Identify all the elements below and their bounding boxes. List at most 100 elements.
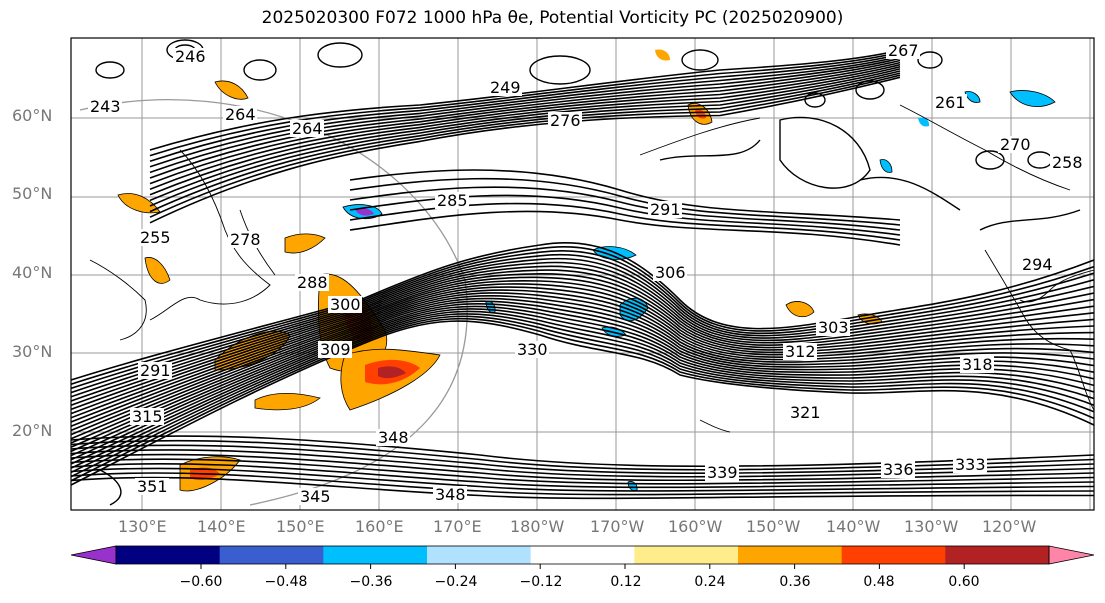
contour-label-bg — [515, 341, 549, 358]
colorbar-label: 0.36 — [779, 574, 811, 590]
contour-line — [149, 49, 901, 151]
contour-line — [71, 305, 1094, 461]
contour-label: 291 — [650, 200, 681, 219]
contour-label: 261 — [935, 93, 966, 112]
contour-label: 285 — [437, 191, 468, 210]
contour-line — [71, 449, 1094, 478]
contour-line — [149, 57, 901, 174]
contour-label-bg — [135, 478, 169, 495]
lon-label-170w: 170°W — [590, 517, 645, 536]
contour-line — [71, 257, 1094, 398]
contour-line — [349, 194, 901, 236]
colorbar-label: 0.12 — [610, 574, 642, 590]
contour-label-bg — [290, 120, 324, 137]
contour-label-bg — [223, 106, 257, 123]
contour-line — [71, 308, 1094, 465]
contour-line — [149, 68, 901, 202]
contour-line — [71, 444, 1094, 475]
contour-label: 348 — [435, 485, 466, 504]
contour-label: 321 — [790, 403, 821, 422]
contour-label-bg — [173, 48, 207, 65]
colorbar-bin — [945, 546, 1050, 564]
lon-label-130e: 130°E — [118, 517, 167, 536]
colorbar-label: −0.36 — [349, 574, 393, 590]
contour-label: 306 — [655, 263, 686, 282]
chart-title: 2025020300 F072 1000 hPa θe, Potential V… — [261, 8, 844, 28]
contour-line — [71, 272, 1094, 415]
contour-line — [349, 202, 901, 241]
contour-label-bg — [548, 112, 582, 129]
lon-label-180w: 180°W — [510, 517, 565, 536]
lat-label-30n: 30°N — [12, 342, 53, 361]
colorbar-bin — [634, 546, 739, 564]
contour-line — [349, 210, 901, 246]
map-frame — [70, 37, 1095, 511]
contour-line — [149, 61, 901, 185]
contour-line — [71, 467, 1094, 492]
contour-label: 336 — [883, 460, 914, 479]
contour-label-bg — [130, 408, 164, 425]
contour-label-bg — [788, 404, 822, 421]
contour-line — [349, 169, 901, 221]
lon-label-130w: 130°W — [904, 517, 959, 536]
contour-line — [71, 300, 1094, 453]
contour-line — [71, 315, 1094, 478]
contour-label: 288 — [297, 273, 328, 292]
contour-line — [149, 51, 901, 157]
contour-label: 276 — [550, 111, 581, 130]
contour-line — [71, 310, 1094, 469]
contour-label: 348 — [378, 428, 409, 447]
contour-label: 246 — [175, 47, 206, 66]
lon-label-150w: 150°W — [746, 517, 801, 536]
contour-label: 255 — [140, 228, 171, 247]
colorbar — [70, 545, 1095, 569]
contour-label: 264 — [225, 105, 256, 124]
contour-line — [71, 283, 1094, 427]
colorbar-frame — [115, 545, 1050, 565]
contour-label: 300 — [330, 295, 361, 314]
lon-label-160w: 160°W — [668, 517, 723, 536]
contour-label-bg — [318, 341, 352, 358]
contour-label: 333 — [955, 455, 986, 474]
lon-label-170e: 170°E — [433, 517, 482, 536]
contour-line — [71, 241, 1094, 381]
contour-label: 339 — [707, 463, 738, 482]
colorbar-bin — [530, 546, 635, 564]
lon-label-140e: 140°E — [197, 517, 246, 536]
colorbar-label: 0.24 — [694, 574, 726, 590]
colorbar-bin — [841, 546, 946, 564]
contour-line — [71, 472, 1094, 496]
colorbar-bin — [116, 546, 221, 564]
contour-label-bg — [488, 79, 522, 96]
contour-label: 258 — [1052, 153, 1083, 172]
lon-label-150e: 150°E — [276, 517, 325, 536]
contour-line — [71, 253, 1094, 394]
contour-label-bg — [886, 42, 920, 59]
contour-line — [71, 261, 1094, 402]
colorbar-extend-max — [1048, 545, 1095, 565]
lat-label-20n: 20°N — [12, 421, 53, 440]
contour-line — [349, 186, 901, 231]
contour-label-bg — [648, 201, 682, 218]
contour-label-bg — [138, 362, 172, 379]
contour-line — [71, 320, 1094, 486]
contour-label-bg — [433, 486, 467, 503]
contour-label: 267 — [888, 41, 919, 60]
colorbar-label: −0.48 — [264, 574, 308, 590]
contour-line — [71, 249, 1094, 390]
contour-label-bg — [998, 136, 1032, 153]
contour-label: 291 — [140, 361, 171, 380]
contour-line — [71, 458, 1094, 485]
colorbar-bin — [427, 546, 532, 564]
contour-label: 312 — [785, 342, 816, 361]
contour-label-bg — [933, 94, 967, 111]
contour-line — [149, 70, 901, 207]
contour-line — [149, 63, 901, 190]
contour-label-bg — [960, 356, 994, 373]
lon-label-120w: 120°W — [982, 517, 1037, 536]
contour-line — [71, 279, 1094, 423]
contour-label: 264 — [292, 119, 323, 138]
contour-line — [149, 76, 901, 224]
